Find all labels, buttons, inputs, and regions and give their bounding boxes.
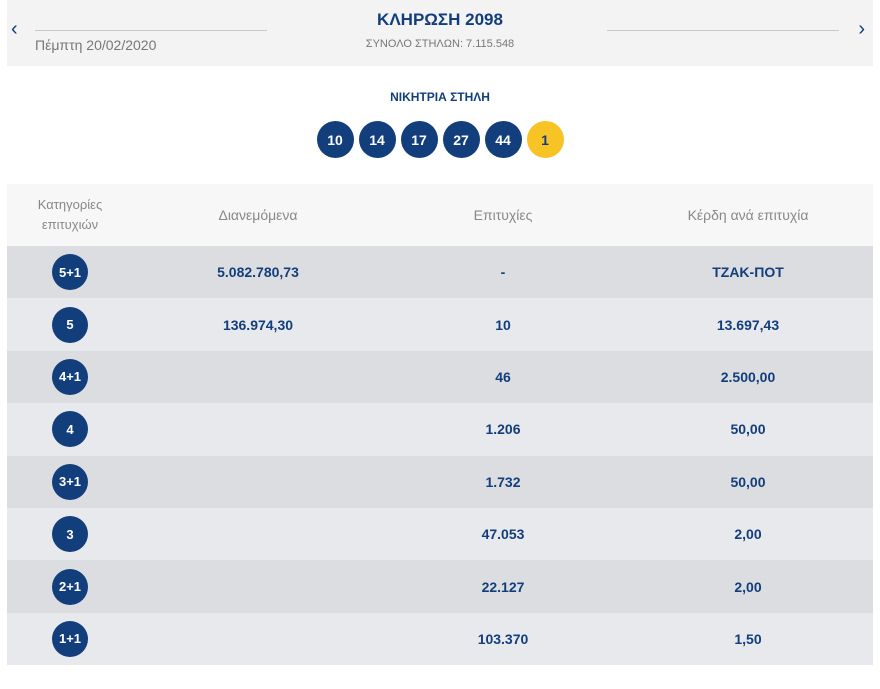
category-cell: 3 xyxy=(7,516,133,553)
category-badge: 5 xyxy=(52,306,88,343)
draw-date: Πέμπτη 20/02/2020 xyxy=(35,37,157,53)
winning-numbers: 10 14 17 27 44 1 xyxy=(0,121,880,158)
col-distributed: Διανεμόμενα xyxy=(218,207,298,223)
table-row: 3 47.053 2,00 xyxy=(7,507,873,561)
table-row: 4 1.206 50,00 xyxy=(7,403,873,456)
prize-cell: 2.500,00 xyxy=(720,368,776,385)
prize-table: Κατηγορίες επιτυχιών Διανεμόμενα Επιτυχί… xyxy=(7,184,873,666)
prize-cell: ΤΖΑΚ-ΠΟΤ xyxy=(712,264,784,281)
category-cell: 5+1 xyxy=(7,254,133,291)
number-ball: 17 xyxy=(400,121,438,158)
chevron-right-icon[interactable]: › xyxy=(858,18,865,40)
category-badge: 4+1 xyxy=(52,358,88,395)
winners-cell: - xyxy=(500,264,506,281)
category-cell: 2+1 xyxy=(7,568,133,605)
prize-cell: 50,00 xyxy=(730,421,766,438)
prize-cell: 2,00 xyxy=(734,526,762,543)
winners-cell: 1.732 xyxy=(485,473,521,490)
divider xyxy=(35,30,267,31)
table-row: 4+1 46 2.500,00 xyxy=(7,350,873,404)
table-row: 5+1 5.082.780,73 - ΤΖΑΚ-ΠΟΤ xyxy=(7,246,873,299)
table-row: 2+1 22.127 2,00 xyxy=(7,560,873,613)
category-cell: 1+1 xyxy=(7,620,133,657)
distributed-cell: 136.974,30 xyxy=(222,316,294,333)
distributed-cell: 5.082.780,73 xyxy=(217,264,299,281)
winners-cell: 46 xyxy=(495,368,511,385)
table-row: 5 136.974,30 10 13.697,43 xyxy=(7,298,873,351)
winning-title: ΝΙΚΗΤΡΙΑ ΣΤΗΛΗ xyxy=(390,90,490,104)
category-badge: 5+1 xyxy=(52,254,88,291)
col-winners: Επιτυχίες xyxy=(473,207,533,223)
category-cell: 4+1 xyxy=(7,358,133,395)
category-cell: 3+1 xyxy=(7,463,133,500)
category-cell: 4 xyxy=(7,411,133,448)
category-cell: 5 xyxy=(7,306,133,343)
divider xyxy=(607,30,839,31)
table-header: Κατηγορίες επιτυχιών Διανεμόμενα Επιτυχί… xyxy=(7,184,873,246)
category-badge: 1+1 xyxy=(52,620,88,657)
category-badge: 2+1 xyxy=(52,568,88,605)
number-ball: 44 xyxy=(484,121,522,158)
winners-cell: 10 xyxy=(495,316,511,333)
draw-title: ΚΛΗΡΩΣΗ 2098 xyxy=(377,10,503,29)
prize-cell: 1,50 xyxy=(734,630,762,647)
col-category: Κατηγορίες επιτυχιών xyxy=(37,197,103,232)
winners-cell: 22.127 xyxy=(481,578,525,595)
number-ball: 27 xyxy=(442,121,480,158)
chevron-left-icon[interactable]: ‹ xyxy=(11,18,18,40)
total-columns: ΣΥΝΟΛΟ ΣΤΗΛΩΝ: 7.115.548 xyxy=(365,38,515,50)
number-ball: 10 xyxy=(316,121,354,158)
prize-cell: 13.697,43 xyxy=(716,316,780,333)
winners-cell: 47.053 xyxy=(481,526,525,543)
winners-cell: 103.370 xyxy=(477,630,529,647)
draw-header: ‹ › Πέμπτη 20/02/2020 ΚΛΗΡΩΣΗ 2098 ΣΥΝΟΛ… xyxy=(7,0,873,66)
table-row: 3+1 1.732 50,00 xyxy=(7,455,873,508)
winners-cell: 1.206 xyxy=(485,421,521,438)
category-badge: 3 xyxy=(52,516,88,553)
col-prize: Κέρδη ανά επιτυχία xyxy=(687,207,809,223)
joker-ball: 1 xyxy=(526,121,564,158)
category-badge: 4 xyxy=(52,411,88,448)
category-badge: 3+1 xyxy=(52,463,88,500)
prize-cell: 50,00 xyxy=(730,473,766,490)
table-row: 1+1 103.370 1,50 xyxy=(7,612,873,666)
prize-cell: 2,00 xyxy=(734,578,762,595)
number-ball: 14 xyxy=(358,121,396,158)
